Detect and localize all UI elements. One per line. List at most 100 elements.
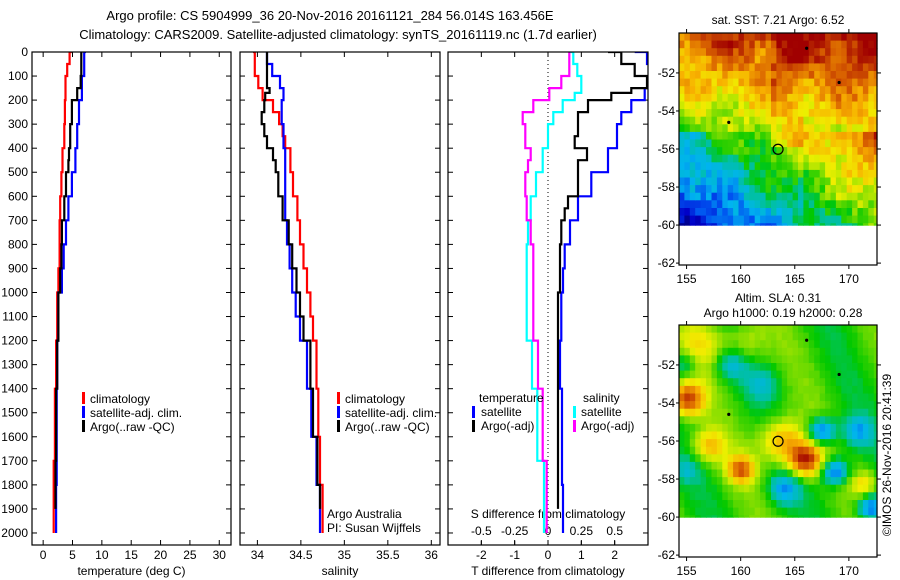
map-cell <box>776 446 783 455</box>
map-cell <box>808 200 815 209</box>
map-cell <box>819 86 826 95</box>
map-cell <box>706 55 712 64</box>
map-cell <box>711 71 718 80</box>
map-cell <box>814 385 821 395</box>
map-cell <box>835 223 842 226</box>
map-cell <box>743 355 750 364</box>
map-cell <box>754 363 761 372</box>
map-cell <box>733 63 740 72</box>
map-cell <box>722 200 729 209</box>
map-cell <box>830 177 837 186</box>
map-cell <box>771 446 777 455</box>
x-tick-label: 170 <box>839 564 859 578</box>
map-cell <box>830 40 837 49</box>
axes-box <box>31 51 232 546</box>
map-cell <box>760 223 767 226</box>
map-cell <box>738 340 745 349</box>
map-cell <box>716 469 723 478</box>
map-cell <box>754 139 761 148</box>
map-cell <box>749 378 756 387</box>
map-cell <box>830 416 837 425</box>
map-cell <box>787 484 794 493</box>
map-cell <box>754 86 761 95</box>
map-cell <box>862 370 869 379</box>
map-cell <box>722 177 729 186</box>
map-cell <box>803 48 810 57</box>
map-cell <box>771 101 777 110</box>
map-cell <box>743 416 750 425</box>
map-cell <box>700 340 707 349</box>
map-cell <box>754 177 761 186</box>
map-cell <box>722 347 729 356</box>
map-cell <box>862 378 869 387</box>
map-cell <box>814 177 821 186</box>
map-cell <box>722 370 729 379</box>
map-cell <box>857 431 864 440</box>
map-cell <box>754 492 761 501</box>
map-cell <box>679 385 685 395</box>
map-cell <box>711 507 718 516</box>
map-cell <box>706 71 712 80</box>
map-cell <box>679 169 685 179</box>
map-cell <box>711 200 718 209</box>
map-cell <box>808 385 815 395</box>
map-cell <box>862 431 869 440</box>
map-cell <box>700 500 707 509</box>
map-cell <box>852 131 859 141</box>
map-cell <box>727 469 734 478</box>
map-cell <box>716 192 723 201</box>
y-tick-label: 1200 <box>1 334 28 348</box>
map-cell <box>679 461 685 471</box>
map-cell <box>743 124 750 133</box>
map-cell <box>830 93 837 103</box>
map-cell <box>819 332 826 341</box>
map-cell <box>852 446 859 455</box>
map-cell <box>765 492 772 501</box>
map-cell <box>684 416 691 425</box>
map-cell <box>738 423 745 433</box>
map-cell <box>787 33 794 42</box>
y-tick-label: 600 <box>8 189 28 203</box>
map-cell <box>760 101 767 110</box>
map-cell <box>857 139 864 148</box>
map-cell <box>803 63 810 72</box>
map-cell <box>873 124 878 133</box>
map-cell <box>808 355 815 364</box>
map-cell <box>754 507 761 516</box>
map-cell <box>700 101 707 110</box>
map-cell <box>841 101 848 110</box>
map-cell <box>852 340 859 349</box>
map-cell <box>679 116 685 125</box>
map-cell <box>814 192 821 201</box>
map-cell <box>781 492 788 501</box>
map-cell <box>689 408 696 417</box>
map-cell <box>852 55 859 64</box>
map-cell <box>830 86 837 95</box>
map-cell <box>695 55 702 64</box>
map-cell <box>868 200 875 209</box>
map-cell <box>846 215 853 224</box>
map-cell <box>868 469 875 478</box>
map-cell <box>857 48 864 57</box>
map-cell <box>722 215 729 224</box>
map-cell <box>738 185 745 194</box>
map-cell <box>873 393 878 402</box>
map-cell <box>700 185 707 194</box>
map-cell <box>781 378 788 387</box>
map-cell <box>873 477 878 486</box>
map-cell <box>743 116 750 125</box>
map-cell <box>771 423 777 433</box>
map-cell <box>727 484 734 493</box>
map-cell <box>727 93 734 103</box>
y-tick-label: -54 <box>658 396 676 410</box>
map-cell <box>711 363 718 372</box>
map-cell <box>846 370 853 379</box>
map-cell <box>787 370 794 379</box>
map-cell <box>852 215 859 224</box>
map-cell <box>862 393 869 402</box>
map-cell <box>803 71 810 80</box>
map-cell <box>771 169 777 179</box>
map-cell <box>733 363 740 372</box>
map-cell <box>830 55 837 64</box>
